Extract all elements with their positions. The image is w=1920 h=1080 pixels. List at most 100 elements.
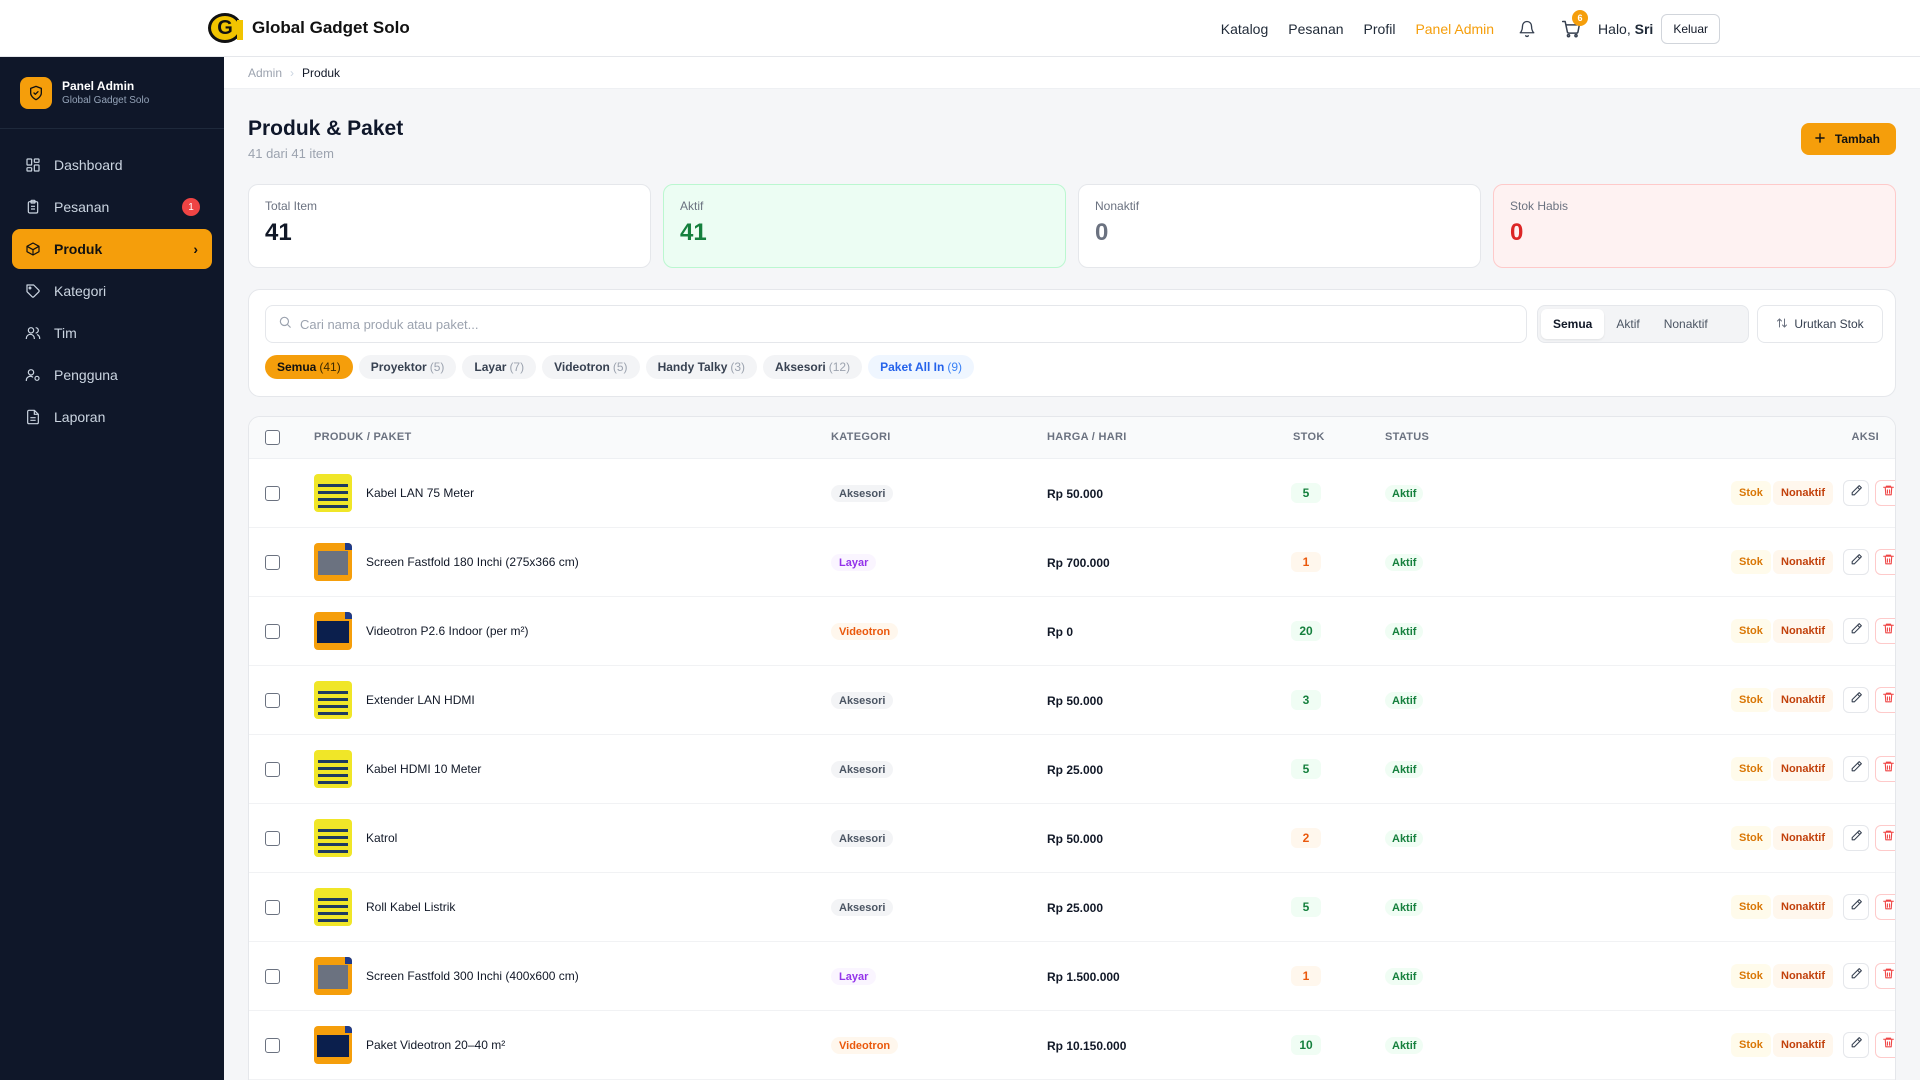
stock-action-button[interactable]: Stok [1731,757,1771,781]
add-button[interactable]: Tambah [1800,123,1896,155]
sidebar-item-laporan[interactable]: Laporan [12,397,212,437]
trash-icon [1882,622,1895,640]
chip-aksesori[interactable]: Aksesori (12) [763,355,863,379]
delete-button[interactable] [1875,687,1895,713]
row-checkbox[interactable] [265,693,280,708]
plus-icon [1813,131,1827,148]
product-name: Screen Fastfold 180 Inchi (275x366 cm) [366,554,579,569]
delete-button[interactable] [1875,894,1895,920]
shield-icon [20,76,52,109]
tag-icon [24,282,42,300]
delete-button[interactable] [1875,756,1895,782]
price: Rp 25.000 [1047,762,1104,777]
edit-button[interactable] [1843,1032,1869,1058]
edit-button[interactable] [1843,825,1869,851]
delete-button[interactable] [1875,480,1895,506]
segment-nonaktif[interactable]: Nonaktif [1663,317,1708,331]
chip-semua[interactable]: Semua (41) [265,355,353,379]
sidebar-item-dashboard[interactable]: Dashboard [12,145,212,185]
stat-label: Nonaktif [1095,199,1140,213]
row-checkbox[interactable] [265,900,280,915]
sidebar-item-pesanan[interactable]: Pesanan 1 [12,187,212,227]
segment-semua[interactable]: Semua [1541,309,1605,339]
chip-label: Paket All In [880,360,945,374]
nav-pesanan[interactable]: Pesanan [1288,20,1344,37]
bell-icon[interactable] [1516,18,1538,40]
edit-button[interactable] [1843,480,1869,506]
stock-action-button[interactable]: Stok [1731,481,1771,505]
nav-katalog[interactable]: Katalog [1220,20,1269,37]
deactivate-button[interactable]: Nonaktif [1773,895,1833,919]
logout-button[interactable]: Keluar [1661,13,1720,44]
stock-action-button[interactable]: Stok [1731,826,1771,850]
sort-label: Urutkan Stok [1794,317,1864,331]
delete-button[interactable] [1875,618,1895,644]
brand[interactable]: G Global Gadget Solo [208,13,410,43]
row-checkbox[interactable] [265,1038,280,1053]
chip-layar[interactable]: Layar (7) [462,355,537,379]
stock-action-button[interactable]: Stok [1731,688,1771,712]
deactivate-button[interactable]: Nonaktif [1773,481,1833,505]
stock-action-button[interactable]: Stok [1731,550,1771,574]
deactivate-button[interactable]: Nonaktif [1773,550,1833,574]
deactivate-button[interactable]: Nonaktif [1773,619,1833,643]
sidebar-item-tim[interactable]: Tim [12,313,212,353]
deactivate-button[interactable]: Nonaktif [1773,688,1833,712]
breadcrumb-admin[interactable]: Admin [248,65,283,80]
stock-action-button[interactable]: Stok [1731,895,1771,919]
segment-aktif[interactable]: Aktif [1616,317,1640,331]
user-name: Sri [1634,20,1654,37]
stock-badge: 5 [1291,759,1321,779]
select-all-checkbox[interactable] [265,430,280,445]
sort-stock-button[interactable]: Urutkan Stok [1757,305,1883,343]
cart-icon[interactable]: 6 [1560,9,1589,40]
edit-button[interactable] [1843,963,1869,989]
chip-videotron[interactable]: Videotron (5) [542,355,640,379]
edit-button[interactable] [1843,549,1869,575]
row-checkbox[interactable] [265,555,280,570]
deactivate-button[interactable]: Nonaktif [1773,826,1833,850]
row-checkbox[interactable] [265,486,280,501]
delete-button[interactable] [1875,549,1895,575]
edit-button[interactable] [1843,894,1869,920]
pencil-icon [1850,967,1863,985]
price: Rp 50.000 [1047,693,1104,708]
product-name: Videotron P2.6 Indoor (per m²) [366,623,529,638]
delete-button[interactable] [1875,1032,1895,1058]
header-product: PRODUK / PAKET [314,431,412,443]
delete-button[interactable] [1875,825,1895,851]
breadcrumb: Admin › Produk [224,57,1920,89]
edit-button[interactable] [1843,618,1869,644]
stat-stok-habis: Stok Habis 0 [1493,184,1896,268]
stock-action-button[interactable]: Stok [1731,1033,1771,1057]
row-checkbox[interactable] [265,969,280,984]
sidebar-item-produk[interactable]: Produk › [12,229,212,269]
nav-panel-admin[interactable]: Panel Admin [1415,20,1495,37]
row-checkbox[interactable] [265,624,280,639]
chip-handy-talky[interactable]: Handy Talky (3) [645,355,758,379]
stock-action-button[interactable]: Stok [1731,964,1771,988]
edit-button[interactable] [1843,687,1869,713]
sidebar-item-label: Kategori [54,283,107,299]
sidebar-item-kategori[interactable]: Kategori [12,271,212,311]
table-row: Videotron P2.6 Indoor (per m²) Videotron R… [249,597,1895,666]
chip-count: (3) [730,360,746,374]
sidebar-item-pengguna[interactable]: Pengguna [12,355,212,395]
stat-value: 0 [1510,219,1524,246]
edit-button[interactable] [1843,756,1869,782]
product-name: Katrol [366,830,398,845]
pesanan-count-badge: 1 [182,198,200,216]
deactivate-button[interactable]: Nonaktif [1773,1033,1833,1057]
product-name: Kabel LAN 75 Meter [366,485,475,500]
search-input[interactable] [300,316,1424,332]
trash-icon [1882,967,1895,985]
chip-paket-all-in[interactable]: Paket All In (9) [868,355,975,379]
row-checkbox[interactable] [265,831,280,846]
deactivate-button[interactable]: Nonaktif [1773,964,1833,988]
chip-proyektor[interactable]: Proyektor (5) [358,355,457,379]
stock-action-button[interactable]: Stok [1731,619,1771,643]
deactivate-button[interactable]: Nonaktif [1773,757,1833,781]
delete-button[interactable] [1875,963,1895,989]
nav-profil[interactable]: Profil [1363,20,1396,37]
row-checkbox[interactable] [265,762,280,777]
